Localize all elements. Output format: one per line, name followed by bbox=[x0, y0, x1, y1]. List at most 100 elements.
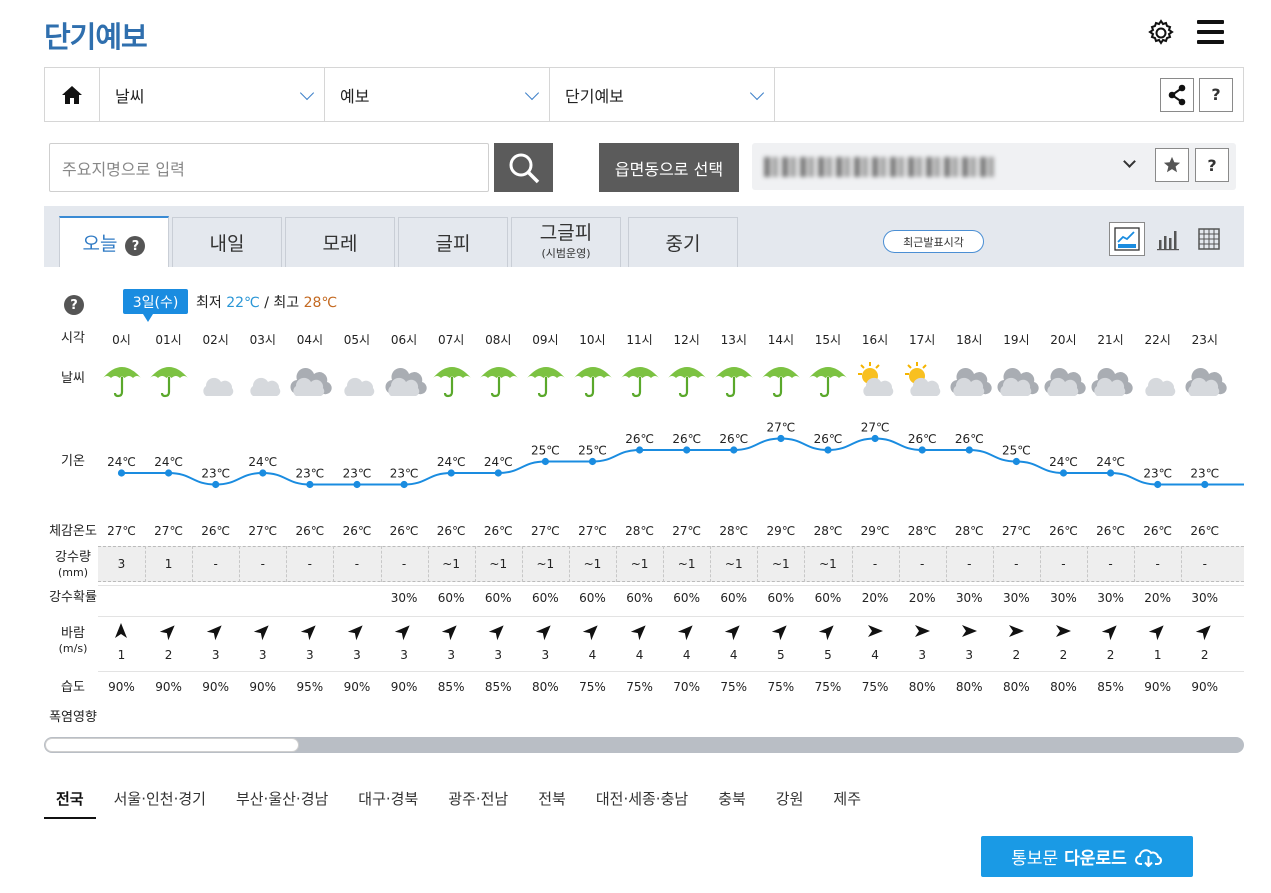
hour-label: 15시 bbox=[814, 333, 842, 347]
scrollbar-thumb[interactable] bbox=[45, 738, 299, 752]
wind-speed-value: 2 bbox=[1106, 648, 1115, 662]
chevron-down-icon bbox=[1123, 155, 1136, 168]
humidity-value: 80% bbox=[908, 680, 936, 694]
tab-today[interactable]: 오늘? bbox=[59, 216, 169, 267]
gear-icon[interactable] bbox=[1146, 18, 1176, 48]
precip-value: - bbox=[872, 557, 878, 571]
feels-like-value: 26℃ bbox=[1143, 524, 1173, 538]
line-chart-icon bbox=[1114, 227, 1140, 251]
precip-unit: (mm) bbox=[57, 566, 88, 579]
precip-prob-value: 60% bbox=[720, 591, 748, 605]
region-tab[interactable]: 광주·전남 bbox=[448, 790, 509, 808]
tab-three-days[interactable]: 글피 bbox=[398, 217, 508, 267]
row-label-heat: 폭염영향 bbox=[49, 710, 97, 725]
precip-prob-value: 30% bbox=[1097, 591, 1124, 605]
temp-label: 26℃ bbox=[625, 432, 654, 446]
humidity-value: 80% bbox=[1003, 680, 1030, 694]
wind-speed-value: 2 bbox=[1059, 648, 1068, 662]
hour-label: 02시 bbox=[202, 333, 229, 347]
wind-arrow-icon bbox=[522, 623, 569, 641]
help-button[interactable]: ? bbox=[1199, 77, 1233, 112]
share-button[interactable] bbox=[1160, 77, 1194, 112]
precip-divider bbox=[192, 546, 194, 582]
precip-value: 1 bbox=[164, 557, 173, 571]
wind-speed-value: 4 bbox=[871, 648, 879, 662]
precip-prob-value: 30% bbox=[1050, 591, 1077, 605]
precip-prob-value: 60% bbox=[532, 591, 559, 605]
wind-arrow-icon bbox=[993, 623, 1040, 641]
wind-arrow-icon bbox=[804, 623, 851, 641]
row-label-time: 시각 bbox=[61, 331, 85, 346]
nav-dropdown-forecast[interactable]: 예보 bbox=[325, 68, 550, 121]
row-divider bbox=[98, 585, 1244, 586]
wind-speed-value: 5 bbox=[824, 648, 832, 662]
forecast-help-icon[interactable]: ? bbox=[64, 295, 84, 315]
nav-dropdown-short-term[interactable]: 단기예보 bbox=[550, 68, 775, 121]
humidity-value: 90% bbox=[1191, 680, 1219, 694]
home-button[interactable] bbox=[45, 68, 100, 121]
temp-label: 26℃ bbox=[672, 432, 701, 446]
help-icon[interactable]: ? bbox=[125, 236, 146, 257]
precip-divider bbox=[1039, 546, 1041, 582]
umbrella-icon bbox=[806, 360, 853, 400]
favorite-button[interactable] bbox=[1155, 148, 1189, 182]
region-tab[interactable]: 대전·세종·충남 bbox=[595, 790, 689, 808]
precip-prob-value: 30% bbox=[1191, 591, 1219, 605]
row-label-feels: 체감온도 bbox=[49, 524, 97, 539]
temp-point bbox=[871, 434, 879, 443]
download-button[interactable]: 통보문 다운로드 bbox=[981, 836, 1193, 877]
temp-label: 23℃ bbox=[390, 467, 419, 481]
search-input[interactable]: 주요지명으로 입력 bbox=[49, 143, 489, 192]
feels-like-value: 26℃ bbox=[342, 524, 372, 538]
nav-dropdown-weather[interactable]: 날씨 bbox=[100, 68, 325, 121]
location-select[interactable]: ? bbox=[752, 143, 1236, 190]
precip-prob-value: 20% bbox=[1144, 591, 1171, 605]
umbrella-icon bbox=[430, 360, 477, 400]
temp-label: 25℃ bbox=[578, 444, 607, 458]
bar-view-button[interactable] bbox=[1150, 222, 1186, 256]
horizontal-scrollbar[interactable] bbox=[44, 737, 1244, 753]
help-button[interactable]: ? bbox=[1195, 148, 1229, 182]
temp-label: 26℃ bbox=[908, 432, 937, 446]
feels-like-value: 26℃ bbox=[389, 524, 419, 538]
temp-label: 26℃ bbox=[719, 432, 748, 446]
region-tab[interactable]: 충북 bbox=[718, 790, 746, 808]
graph-view-button[interactable] bbox=[1109, 222, 1145, 256]
tab-mid-term[interactable]: 중기 bbox=[628, 217, 738, 267]
precip-divider bbox=[286, 546, 288, 582]
feels-like-value: 27℃ bbox=[107, 524, 136, 538]
hour-label: 03시 bbox=[249, 333, 276, 347]
tab-tomorrow[interactable]: 내일 bbox=[172, 217, 282, 267]
table-view-button[interactable] bbox=[1191, 222, 1227, 256]
precip-divider bbox=[804, 546, 806, 582]
tab-four-days[interactable]: 그글피 (시범운영) bbox=[511, 217, 621, 267]
breadcrumb-nav: 날씨 예보 단기예보 ? bbox=[44, 67, 1244, 122]
region-tab[interactable]: 대구·경북 bbox=[358, 790, 419, 808]
region-tab[interactable]: 서울·인천·경기 bbox=[113, 790, 206, 808]
recent-release-button[interactable]: 최근발표시각 bbox=[883, 230, 984, 253]
menu-icon[interactable] bbox=[1197, 20, 1224, 46]
tab-day-after[interactable]: 모레 bbox=[285, 217, 395, 267]
search-button[interactable] bbox=[494, 143, 553, 192]
temp-point bbox=[683, 446, 691, 454]
region-tab[interactable]: 강원 bbox=[775, 790, 804, 808]
sun-cloud-icon bbox=[854, 360, 901, 400]
wind-arrow-icon bbox=[852, 623, 899, 641]
region-tab[interactable]: 부산·울산·경남 bbox=[235, 790, 329, 808]
precip-prob-value: 30% bbox=[955, 591, 983, 605]
precip-value: - bbox=[1202, 557, 1207, 571]
temp-label: 27℃ bbox=[861, 421, 890, 435]
region-tab[interactable]: 제주 bbox=[833, 790, 862, 808]
region-tab[interactable]: 전국 bbox=[44, 784, 96, 819]
sun-cloud-icon bbox=[901, 360, 948, 400]
wind-arrow-icon bbox=[899, 623, 946, 641]
temp-point bbox=[494, 469, 502, 477]
feels-like-value: 27℃ bbox=[248, 524, 278, 538]
temp-label: 24℃ bbox=[154, 455, 183, 469]
temp-point bbox=[1012, 457, 1021, 466]
region-tab[interactable]: 전북 bbox=[538, 790, 566, 808]
humidity-value: 85% bbox=[437, 680, 465, 694]
precip-divider bbox=[380, 546, 382, 582]
wind-arrow-icon bbox=[475, 623, 522, 641]
emd-select-button[interactable]: 읍면동으로 선택 bbox=[599, 143, 739, 192]
